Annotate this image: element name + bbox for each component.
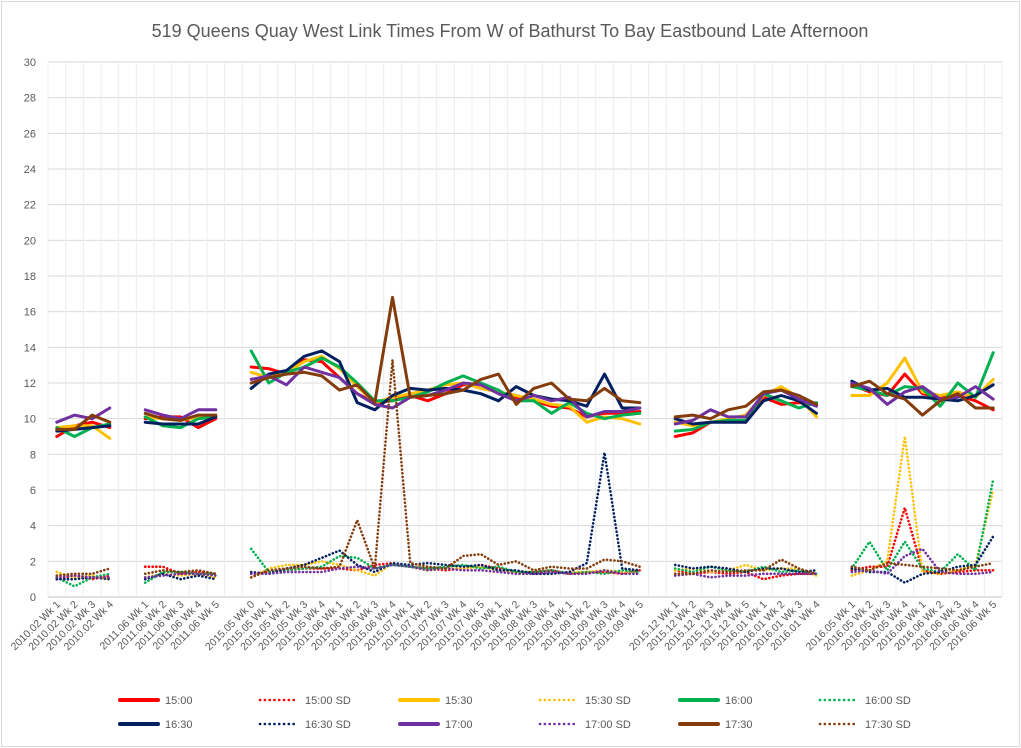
- series-line: [55, 567, 112, 577]
- legend-label: 17:30 SD: [865, 719, 911, 731]
- series-line: [673, 572, 818, 579]
- series-line: [249, 349, 642, 421]
- series-line: [249, 451, 642, 576]
- series-line: [850, 381, 995, 406]
- legend-label: 17:30: [725, 719, 753, 731]
- legend-label: 16:30: [165, 719, 193, 731]
- series-line: [55, 572, 112, 588]
- series-line: [249, 295, 642, 406]
- legend-label: 17:00: [445, 719, 473, 731]
- y-tick-label: 8: [30, 449, 36, 461]
- legend-label: 16:00: [725, 695, 753, 707]
- y-tick-label: 4: [30, 521, 36, 533]
- series-line: [143, 572, 218, 579]
- series-lines: [55, 295, 995, 588]
- y-tick-label: 12: [24, 378, 36, 390]
- grid-lines: [47, 61, 1003, 598]
- series-line: [850, 435, 995, 577]
- series-line: [143, 408, 218, 421]
- series-line: [55, 406, 112, 424]
- series-line: [249, 365, 642, 419]
- series-line: [673, 388, 818, 421]
- y-tick-label: 2: [30, 556, 36, 568]
- series-line: [850, 379, 995, 417]
- series-line: [249, 354, 642, 426]
- chart-title: 519 Queens Quay West Link Times From W o…: [152, 21, 869, 41]
- legend-label: 16:00 SD: [865, 695, 911, 707]
- series-line: [143, 568, 218, 576]
- y-tick-label: 22: [24, 200, 36, 212]
- series-line: [850, 535, 995, 585]
- y-tick-label: 0: [30, 592, 36, 604]
- series-line: [850, 477, 995, 574]
- y-tick-label: 30: [24, 57, 36, 69]
- legend-label: 17:00 SD: [585, 719, 631, 731]
- series-line: [143, 415, 218, 426]
- legend-label: 15:00 SD: [305, 695, 351, 707]
- y-tick-label: 6: [30, 485, 36, 497]
- series-line: [143, 411, 218, 422]
- series-line: [673, 558, 818, 576]
- y-tick-label: 14: [24, 342, 36, 354]
- y-tick-label: 28: [24, 93, 36, 105]
- y-tick-label: 16: [24, 307, 36, 319]
- series-line: [673, 394, 818, 426]
- series-line: [249, 561, 642, 576]
- series-line: [673, 563, 818, 574]
- legend: 15:00 15:00 SD 15:30 15:30 SD 16:00 16:00 SD 1…: [118, 695, 911, 731]
- y-tick-label: 26: [24, 128, 36, 140]
- legend-label: 15:30 SD: [585, 695, 631, 707]
- series-line: [55, 424, 112, 440]
- y-tick-label: 20: [24, 235, 36, 247]
- y-tick-label: 10: [24, 414, 36, 426]
- y-tick-label: 18: [24, 271, 36, 283]
- legend-label: 15:00: [165, 695, 193, 707]
- series-line: [55, 574, 112, 579]
- legend-label: 16:30 SD: [305, 719, 351, 731]
- series-line: [249, 358, 642, 579]
- y-tick-label: 24: [24, 164, 36, 176]
- series-line: [55, 413, 112, 431]
- legend-label: 15:30: [445, 695, 473, 707]
- series-line: [850, 379, 995, 403]
